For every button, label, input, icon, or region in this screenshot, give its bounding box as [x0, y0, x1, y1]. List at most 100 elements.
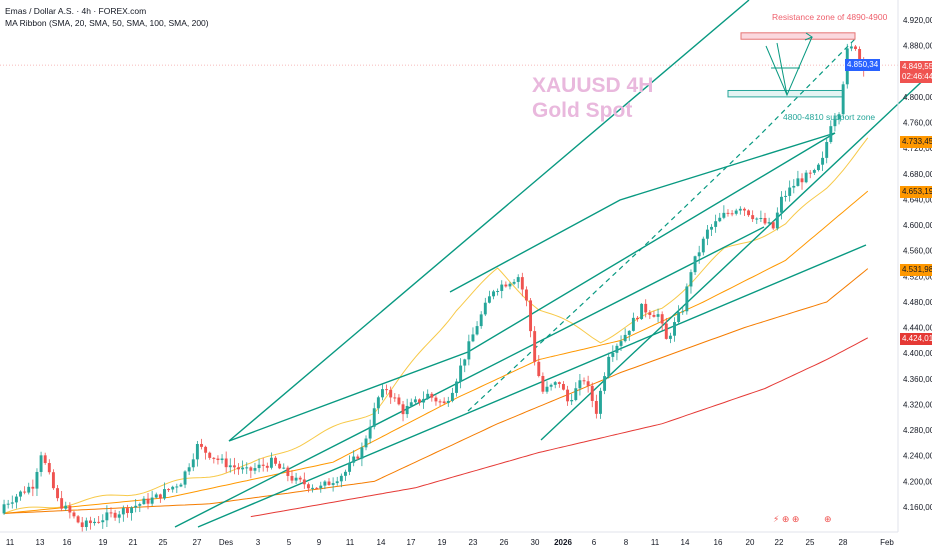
resistance-annotation: Resistance zone of 4890-4900: [772, 12, 888, 22]
candle-body: [582, 380, 586, 382]
candle-body: [237, 467, 240, 470]
candle-body: [701, 238, 705, 253]
candle-body: [537, 361, 541, 376]
candle-body: [627, 330, 631, 335]
resistance-zone[interactable]: [740, 32, 856, 40]
x-tick-label: 14: [681, 538, 690, 547]
candle-body: [43, 455, 47, 464]
candle-body: [195, 443, 199, 460]
x-tick-label: 21: [129, 538, 138, 547]
candle-body: [343, 471, 347, 476]
event-flag-icon[interactable]: ⊕: [781, 514, 790, 524]
candle-body: [117, 514, 121, 518]
candle-body: [812, 170, 816, 173]
candle-body: [652, 314, 656, 317]
ma-line: [4, 268, 869, 514]
candle-body: [80, 522, 84, 528]
candle-body: [697, 252, 701, 257]
x-tick-label: 17: [407, 538, 416, 547]
candle-body: [545, 386, 549, 392]
trend-line[interactable]: [228, 132, 836, 442]
candle-body: [738, 208, 742, 211]
candle-body: [175, 486, 179, 488]
trend-line[interactable]: [197, 244, 867, 528]
candle-body: [644, 303, 648, 313]
event-flag-icon[interactable]: ⊕: [791, 514, 800, 524]
candle-body: [516, 277, 520, 282]
candle-body: [125, 508, 129, 514]
x-tick-label: 20: [746, 538, 755, 547]
candle-body: [631, 317, 635, 331]
candle-body: [241, 467, 245, 470]
candle-body: [446, 400, 450, 404]
candle-body: [714, 221, 718, 227]
y-tick-label: 4.800,00: [903, 93, 932, 102]
flash-icon[interactable]: ⚡: [773, 514, 780, 524]
candle-body: [339, 475, 343, 482]
indicator-title[interactable]: MA Ribbon (SMA, 20, SMA, 50, SMA, 100, S…: [5, 18, 209, 28]
ma20-price-tag: 4.733,45: [900, 136, 932, 148]
chart-watermark: XAUUSD 4H Gold Spot: [532, 73, 653, 123]
x-tick-label: 3: [256, 538, 261, 547]
candle-body: [405, 405, 409, 415]
x-tick-label: 30: [531, 538, 540, 547]
candle-body: [496, 290, 500, 292]
candle-body: [56, 488, 59, 499]
projection-path[interactable]: [776, 42, 788, 96]
candle-body: [200, 443, 203, 447]
candle-body: [611, 352, 615, 357]
candle-body: [187, 467, 191, 472]
trend-line[interactable]: [174, 226, 765, 528]
candle-body: [438, 401, 442, 403]
candle-body: [409, 402, 413, 406]
candle-body: [463, 359, 467, 366]
trend-line[interactable]: [540, 71, 932, 441]
candle-body: [39, 455, 43, 472]
candle-body: [286, 467, 290, 476]
x-tick-label: 26: [500, 538, 509, 547]
candle-body: [191, 459, 195, 468]
price-zones: [727, 32, 856, 98]
projection-path[interactable]: [765, 36, 813, 97]
y-tick-label: 4.920,00: [903, 16, 932, 25]
arrow-head-icon: [804, 32, 814, 41]
candle-body: [603, 376, 607, 391]
candle-body: [6, 503, 10, 505]
candle-body: [553, 382, 557, 385]
candle-body: [47, 463, 51, 473]
x-tick-label: 25: [806, 538, 815, 547]
symbol-title[interactable]: Emas / Dollar A.S. · 4h · FOREX.com: [5, 6, 147, 16]
candle-body: [854, 46, 857, 50]
candle-body: [10, 502, 14, 504]
y-tick-label: 4.560,00: [903, 247, 932, 256]
dashed-trend-line[interactable]: [467, 37, 857, 412]
candle-body: [722, 212, 726, 218]
trend-line[interactable]: [449, 132, 836, 293]
candle-body: [825, 142, 829, 158]
x-tick-label: 11: [651, 538, 660, 547]
event-icons[interactable]: ⚡ ⊕ ⊕ ⊕: [773, 514, 832, 525]
y-tick-label: 4.320,00: [903, 400, 932, 409]
candle-body: [413, 399, 417, 403]
candle-body: [434, 397, 438, 402]
candle-body: [734, 210, 738, 214]
watermark-line-2: Gold Spot: [532, 99, 633, 122]
support-annotation: 4800-4810 support zone: [783, 112, 876, 122]
candle-body: [483, 302, 487, 315]
event-flag-icon[interactable]: ⊕: [823, 514, 832, 524]
trend-line[interactable]: [228, 0, 750, 442]
candle-body: [442, 401, 446, 404]
candle-body: [376, 397, 380, 409]
candle-body: [664, 323, 668, 339]
x-tick-label: 16: [63, 538, 72, 547]
candle-body: [101, 520, 105, 523]
candle-body: [228, 465, 232, 468]
x-tick-label: 11: [6, 538, 15, 547]
y-tick-label: 4.240,00: [903, 452, 932, 461]
candle-body: [561, 383, 565, 390]
candle-body: [833, 119, 837, 127]
candle-body: [2, 504, 6, 514]
candle-body: [60, 498, 64, 509]
candle-body: [590, 385, 594, 401]
